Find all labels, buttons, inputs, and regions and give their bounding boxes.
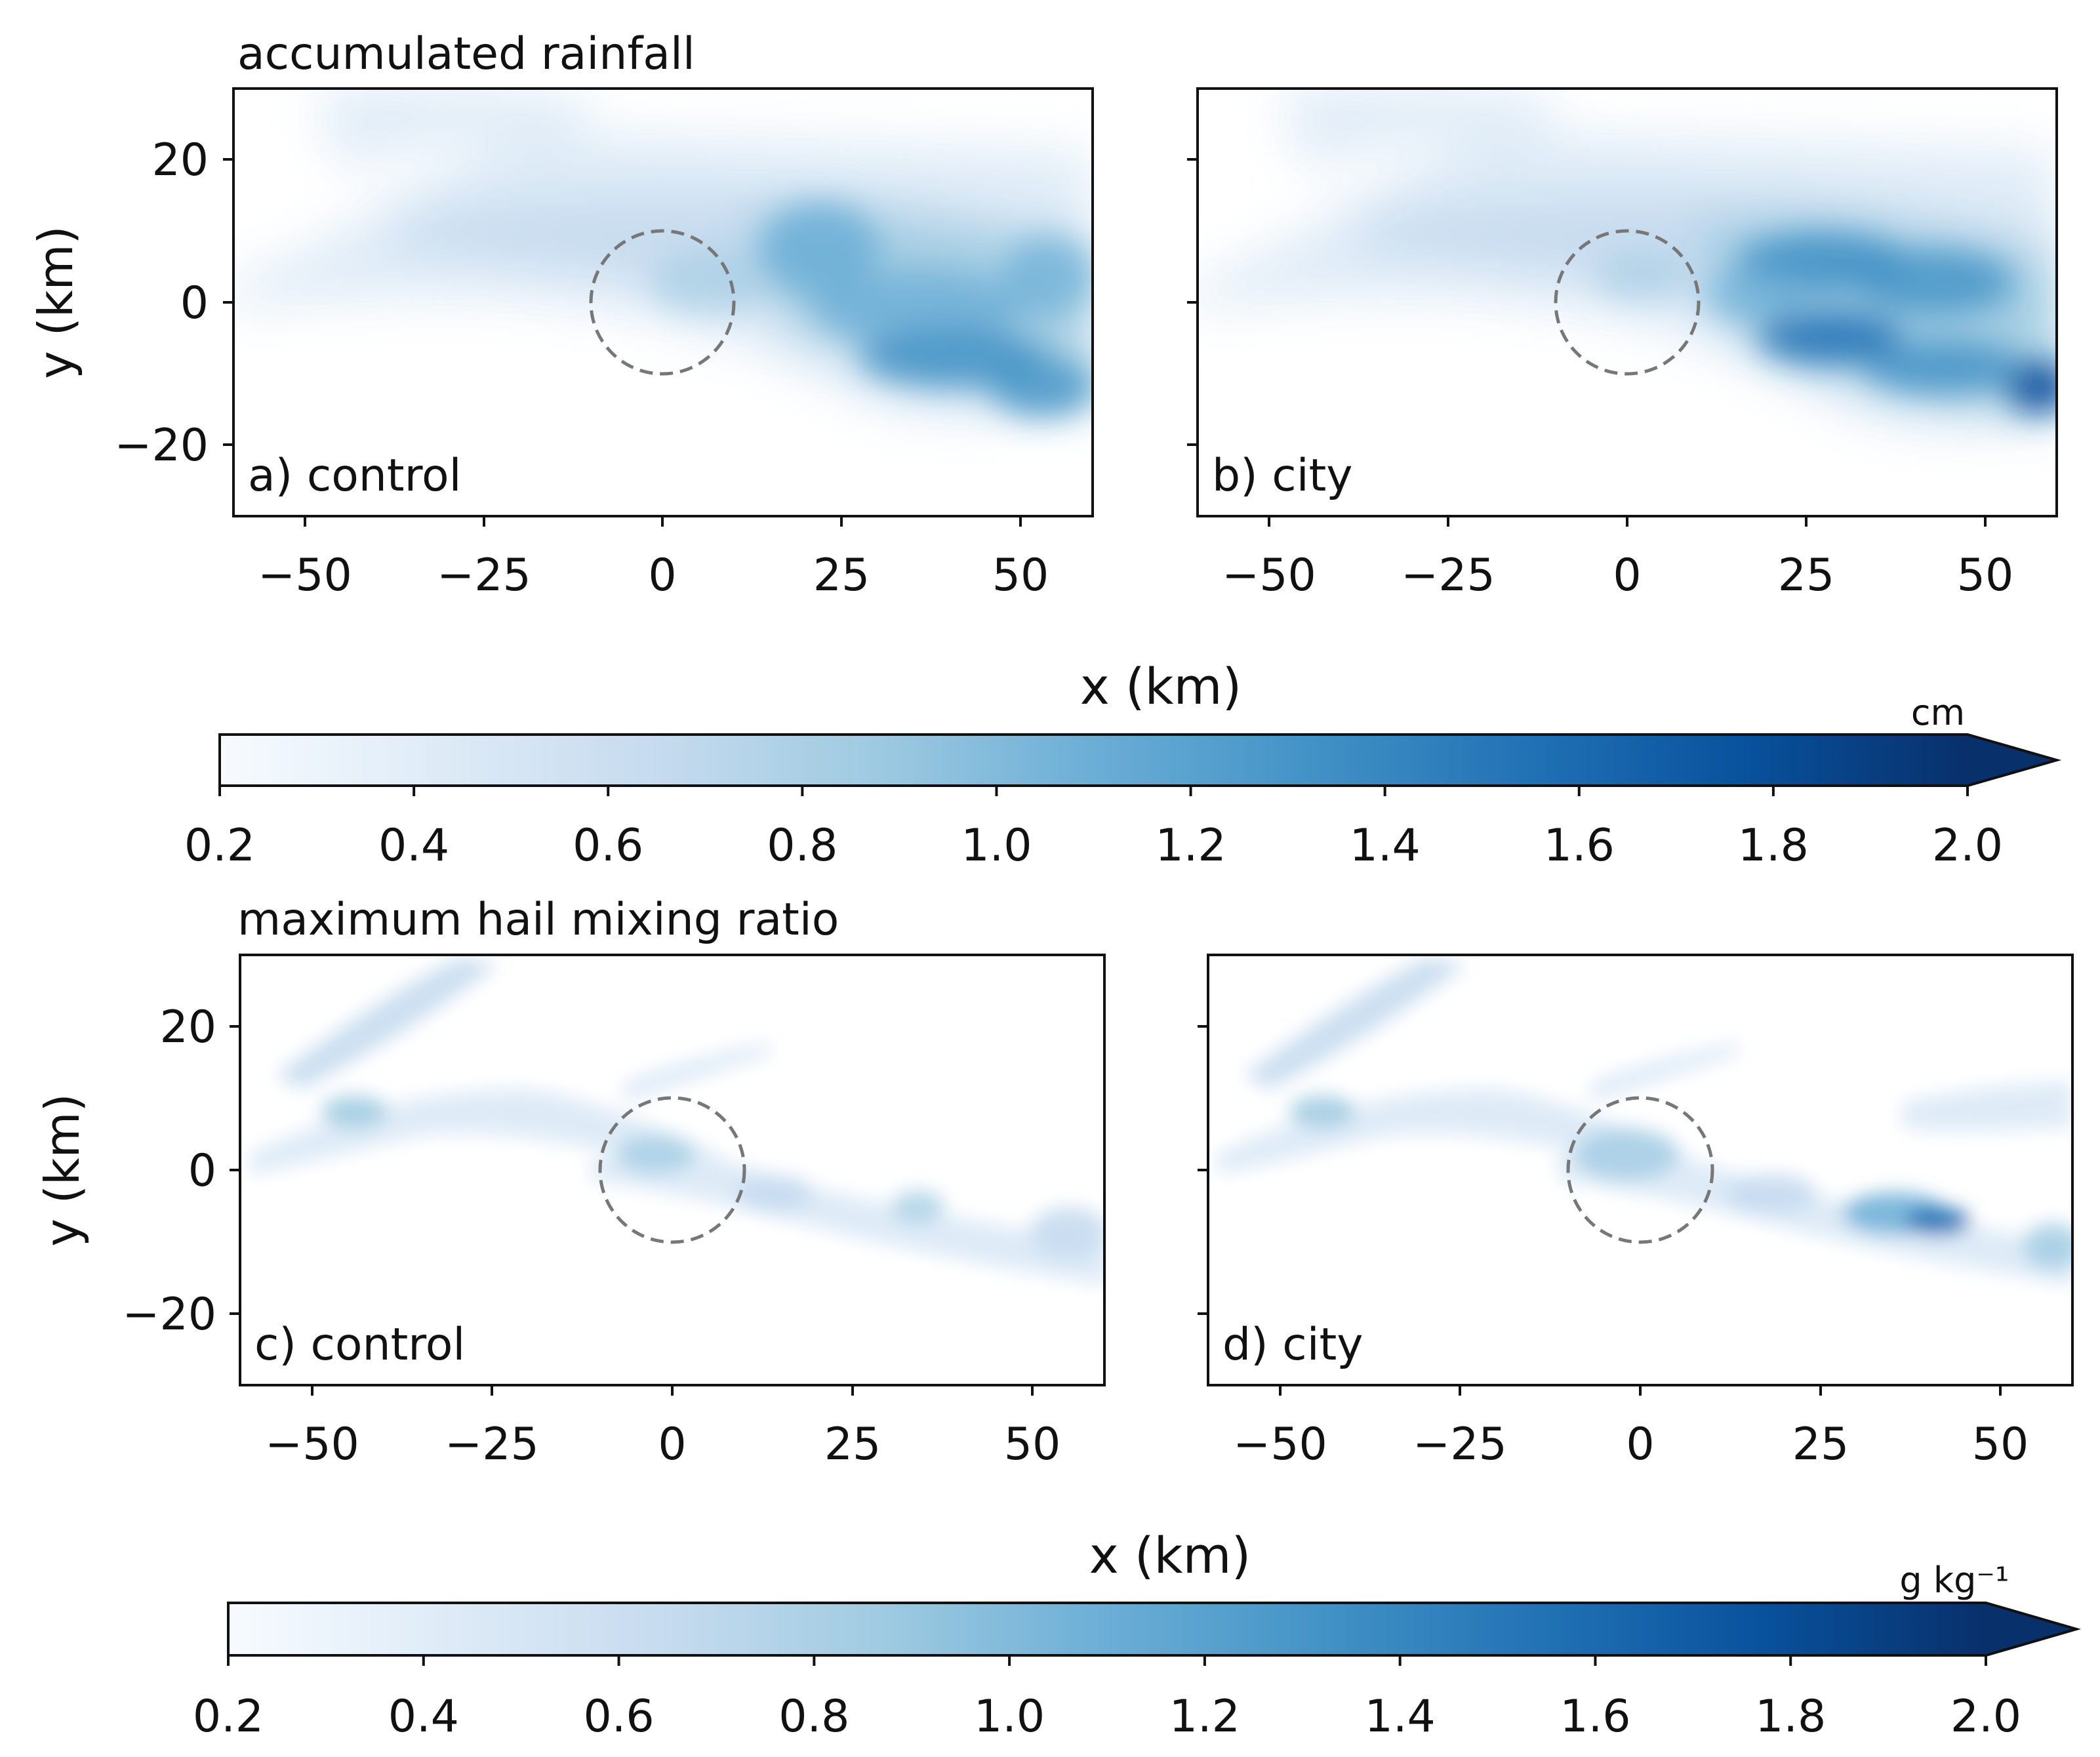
- panel-d-xtick-label: 25: [1792, 1419, 1849, 1470]
- panel-a-ylabel: y (km): [28, 226, 83, 379]
- colorbar-tick-label: 0.8: [778, 1691, 849, 1743]
- panel-c-label: c) control: [254, 1319, 465, 1371]
- panel-a-label: a) control: [248, 450, 462, 502]
- colorbar-rain-unit: cm: [1911, 692, 1965, 733]
- panel-a-ticks: [223, 158, 1022, 527]
- colorbar-tick-label: 0.2: [184, 820, 255, 872]
- colorbar-tick-label: 1.4: [1350, 820, 1421, 872]
- colorbar-tick-label: 2.0: [1950, 1691, 2021, 1743]
- panel-d-xtick-label: 0: [1626, 1419, 1654, 1470]
- panel-c-ylabel: y (km): [35, 1093, 90, 1247]
- panel-b-ticks: [1187, 158, 1987, 527]
- colorbar-rain-outline: [218, 733, 2062, 787]
- panel-a-xtick-label: −25: [437, 550, 531, 601]
- panel-a-xtick-label: 50: [992, 550, 1049, 601]
- panel-a-xtick-label: −50: [258, 550, 352, 601]
- panel-a: a) control −50 −25 0 25 50 20 0 −20 y (k…: [28, 87, 1094, 601]
- panel-b: b) city −50 −25 0 25 50: [1187, 87, 2058, 601]
- colorbar-hail-ticks: 0.2 0.4 0.6 0.8 1.0 1.2 1.4 1.6 1.8 2.0: [193, 1655, 2021, 1743]
- colorbar-rain-body: [220, 735, 1968, 786]
- colorbar-hail-unit: g kg⁻¹: [1899, 1560, 2009, 1601]
- panel-c-ytick-label: −20: [122, 1289, 216, 1341]
- colorbar-tick-label: 2.0: [1932, 820, 2003, 872]
- panel-b-xtick-label: 50: [1957, 550, 2014, 601]
- panel-a-city-circle: [589, 229, 736, 376]
- colorbar-rain-ticks: 0.2 0.4 0.6 0.8 1.0 1.2 1.4 1.6 1.8 2.0: [184, 786, 2003, 872]
- panel-c: c) control −50 −25 0 25 50 20 0 −20 y (k…: [35, 954, 1106, 1470]
- panel-d-xtick-label: −25: [1413, 1419, 1507, 1470]
- panel-d-label: d) city: [1222, 1319, 1363, 1371]
- xlabel-top: x (km): [1080, 657, 1242, 716]
- panel-b-field: [1198, 89, 2057, 516]
- panel-d-field: [1208, 955, 2072, 1385]
- panel-d-xtick-label: 50: [1972, 1419, 2029, 1470]
- colorbar-tick-label: 1.2: [1155, 820, 1226, 872]
- top-title: accumulated rainfall: [237, 28, 695, 80]
- colorbar-tick-label: 0.8: [767, 820, 838, 872]
- panel-c-xtick-label: 25: [824, 1419, 881, 1470]
- colorbar-tick-label: 1.6: [1560, 1691, 1630, 1743]
- panel-d-ticks: [1198, 1025, 2002, 1396]
- colorbar-tick-label: 0.4: [388, 1691, 459, 1743]
- panel-b-xtick-label: 0: [1613, 550, 1641, 601]
- colorbar-tick-label: 1.8: [1738, 820, 1809, 872]
- panel-b-xtick-label: 25: [1778, 550, 1835, 601]
- panel-c-ytick-label: 0: [188, 1145, 216, 1197]
- colorbar-rain: cm 0.2 0.4 0.6 0.8 1.0 1.2 1.4 1.6 1.8 2.0: [184, 692, 2062, 872]
- bottom-title: maximum hail mixing ratio: [237, 894, 839, 946]
- panel-a-xtick-label: 0: [648, 550, 676, 601]
- colorbar-tick-label: 1.0: [961, 820, 1032, 872]
- panel-a-ytick-label: −20: [114, 420, 209, 472]
- panel-d-xtick-label: −50: [1233, 1419, 1327, 1470]
- panel-b-xtick-label: −25: [1401, 550, 1495, 601]
- colorbar-hail-outline: [227, 1602, 2082, 1657]
- panel-a-ytick-label: 0: [180, 277, 209, 329]
- colorbar-tick-label: 0.4: [378, 820, 449, 872]
- panel-c-field: [240, 955, 1104, 1385]
- colorbar-tick-label: 1.0: [974, 1691, 1045, 1743]
- panel-b-city-circle: [1554, 229, 1701, 376]
- panel-d: d) city −50 −25 0 25 50: [1198, 954, 2074, 1470]
- colorbar-tick-label: 1.2: [1169, 1691, 1240, 1743]
- panel-b-label: b) city: [1212, 450, 1353, 502]
- colorbar-tick-label: 0.6: [573, 820, 643, 872]
- panel-a-ytick-label: 20: [151, 134, 209, 186]
- colorbar-hail-body: [228, 1603, 1986, 1655]
- panel-b-xtick-label: −50: [1222, 550, 1316, 601]
- colorbar-hail: g kg⁻¹ 0.2 0.4 0.6 0.8 1.0 1.2 1.4 1.6 1.8 2.0: [193, 1560, 2082, 1743]
- colorbar-hail-extend: [1986, 1603, 2076, 1655]
- panel-c-ticks: [230, 1025, 1034, 1396]
- panel-c-ytick-label: 20: [159, 1001, 216, 1053]
- panel-a-field: [233, 89, 1093, 516]
- colorbar-tick-label: 1.8: [1755, 1691, 1826, 1743]
- panel-c-xtick-label: 50: [1004, 1419, 1061, 1470]
- panel-a-xtick-label: 25: [813, 550, 870, 601]
- panel-d-city-circle: [1566, 1096, 1714, 1244]
- colorbar-rain-extend: [1968, 735, 2057, 786]
- colorbar-tick-label: 0.6: [583, 1691, 654, 1743]
- panel-c-xtick-label: −25: [445, 1419, 539, 1470]
- colorbar-tick-label: 1.4: [1365, 1691, 1436, 1743]
- panel-c-city-circle: [598, 1096, 746, 1244]
- colorbar-tick-label: 0.2: [193, 1691, 264, 1743]
- panel-c-xtick-label: 0: [658, 1419, 686, 1470]
- xlabel-bottom: x (km): [1089, 1526, 1251, 1585]
- colorbar-tick-label: 1.6: [1544, 820, 1615, 872]
- panel-c-xtick-label: −50: [265, 1419, 359, 1470]
